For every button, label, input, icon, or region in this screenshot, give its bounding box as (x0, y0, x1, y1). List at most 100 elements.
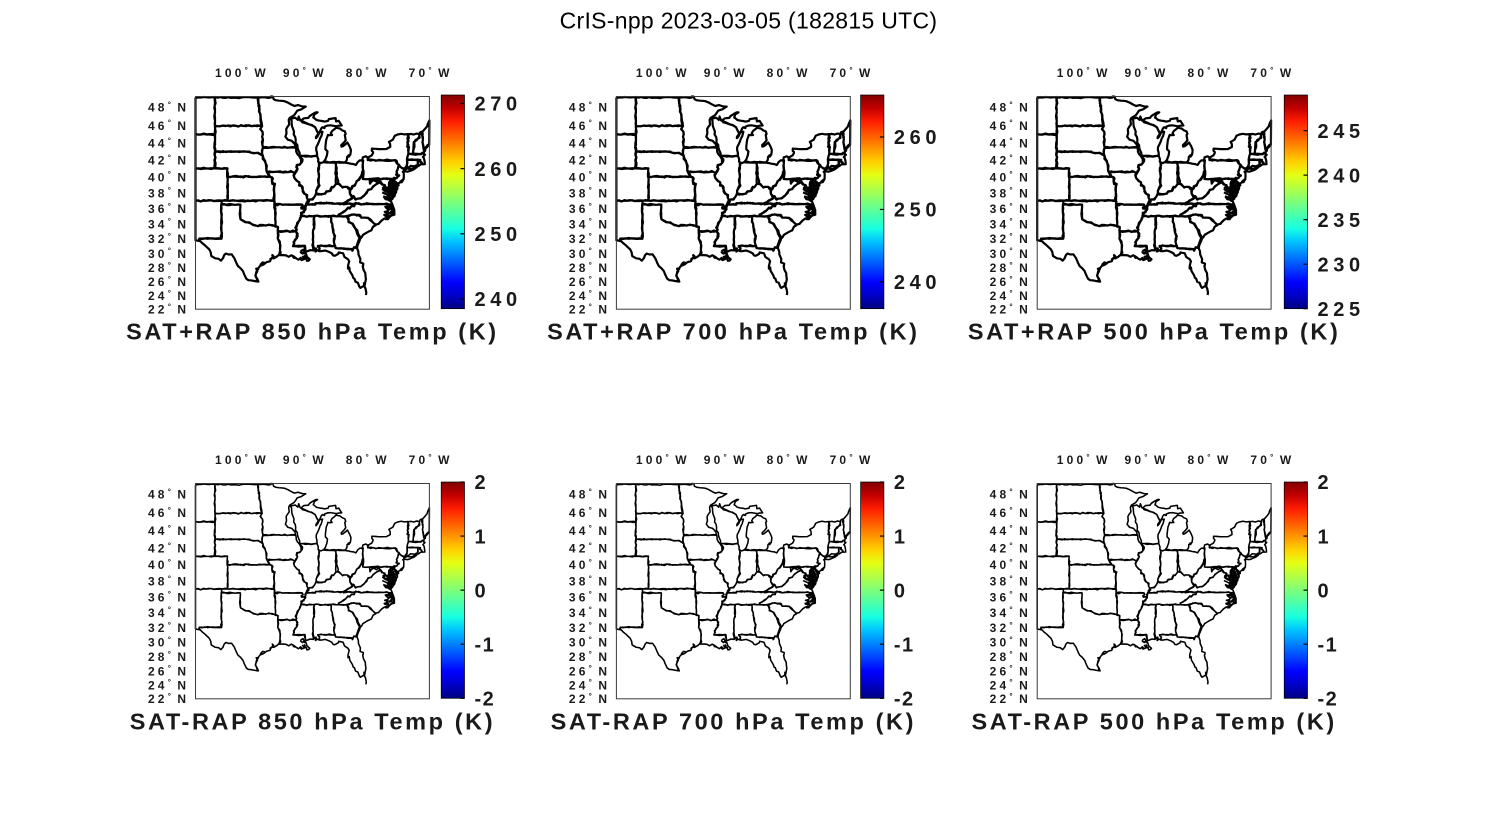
svg-text:36° N: 36° N (990, 590, 1031, 604)
svg-text:40° N: 40° N (569, 170, 610, 184)
svg-text:SAT-RAP 500 hPa Temp (K): SAT-RAP 500 hPa Temp (K) (971, 708, 1336, 734)
svg-text:46° N: 46° N (148, 506, 189, 520)
svg-text:36° N: 36° N (148, 202, 189, 216)
svg-text:40° N: 40° N (990, 558, 1031, 572)
svg-text:80° W: 80° W (767, 66, 811, 80)
svg-text:40° N: 40° N (148, 170, 189, 184)
svg-text:44° N: 44° N (148, 136, 189, 150)
svg-text:225: 225 (1318, 299, 1365, 321)
svg-text:32° N: 32° N (990, 232, 1031, 246)
svg-text:42° N: 42° N (148, 541, 189, 555)
svg-text:240: 240 (894, 272, 941, 294)
svg-text:42° N: 42° N (990, 541, 1031, 555)
svg-text:34° N: 34° N (990, 606, 1031, 620)
svg-text:34° N: 34° N (569, 217, 610, 231)
svg-text:240: 240 (1318, 165, 1365, 187)
svg-text:22° N: 22° N (148, 692, 189, 706)
svg-text:90° W: 90° W (704, 453, 748, 467)
svg-text:48° N: 48° N (569, 487, 610, 501)
svg-text:36° N: 36° N (569, 590, 610, 604)
svg-text:70° W: 70° W (830, 66, 874, 80)
svg-text:38° N: 38° N (569, 186, 610, 200)
svg-text:46° N: 46° N (569, 506, 610, 520)
svg-text:SAT+RAP 700 hPa Temp (K): SAT+RAP 700 hPa Temp (K) (547, 319, 920, 345)
svg-text:22° N: 22° N (569, 692, 610, 706)
svg-text:24° N: 24° N (148, 678, 189, 692)
svg-text:46° N: 46° N (148, 119, 189, 133)
svg-text:32° N: 32° N (148, 232, 189, 246)
svg-text:70° W: 70° W (1250, 66, 1294, 80)
svg-text:2: 2 (894, 472, 907, 494)
svg-text:235: 235 (1318, 210, 1365, 232)
svg-text:32° N: 32° N (990, 621, 1031, 635)
svg-text:-2: -2 (894, 689, 915, 711)
svg-text:245: 245 (1318, 121, 1365, 143)
svg-text:24° N: 24° N (990, 289, 1031, 303)
svg-text:CrIS-npp 2023-03-05 (182815 UT: CrIS-npp 2023-03-05 (182815 UTC) (560, 8, 938, 34)
svg-text:-1: -1 (894, 634, 915, 656)
svg-text:26° N: 26° N (990, 664, 1031, 678)
svg-text:36° N: 36° N (569, 202, 610, 216)
svg-text:-2: -2 (475, 689, 496, 711)
svg-text:90° W: 90° W (704, 66, 748, 80)
svg-text:28° N: 28° N (990, 261, 1031, 275)
svg-text:270: 270 (475, 94, 522, 116)
svg-text:24° N: 24° N (148, 289, 189, 303)
svg-text:24° N: 24° N (990, 678, 1031, 692)
svg-text:240: 240 (475, 289, 522, 311)
svg-text:26° N: 26° N (569, 664, 610, 678)
svg-text:28° N: 28° N (569, 650, 610, 664)
svg-text:48° N: 48° N (990, 487, 1031, 501)
svg-text:100° W: 100° W (1057, 453, 1111, 467)
svg-text:32° N: 32° N (569, 232, 610, 246)
svg-text:44° N: 44° N (569, 136, 610, 150)
svg-text:28° N: 28° N (990, 650, 1031, 664)
svg-text:0: 0 (894, 580, 907, 602)
svg-text:SAT+RAP 500 hPa Temp (K): SAT+RAP 500 hPa Temp (K) (968, 319, 1341, 345)
svg-text:34° N: 34° N (569, 606, 610, 620)
svg-text:-1: -1 (475, 634, 496, 656)
svg-text:32° N: 32° N (148, 621, 189, 635)
svg-text:42° N: 42° N (569, 153, 610, 167)
svg-text:42° N: 42° N (990, 153, 1031, 167)
svg-text:230: 230 (1318, 254, 1365, 276)
svg-text:100° W: 100° W (636, 453, 690, 467)
svg-text:38° N: 38° N (990, 186, 1031, 200)
svg-text:40° N: 40° N (569, 558, 610, 572)
svg-text:46° N: 46° N (990, 119, 1031, 133)
svg-text:100° W: 100° W (1057, 66, 1111, 80)
svg-text:70° W: 70° W (409, 453, 453, 467)
svg-text:100° W: 100° W (215, 453, 269, 467)
svg-text:34° N: 34° N (990, 217, 1031, 231)
svg-text:28° N: 28° N (148, 650, 189, 664)
svg-text:46° N: 46° N (569, 119, 610, 133)
svg-text:38° N: 38° N (148, 574, 189, 588)
svg-text:46° N: 46° N (990, 506, 1031, 520)
svg-text:90° W: 90° W (283, 66, 327, 80)
svg-text:80° W: 80° W (1187, 66, 1231, 80)
svg-text:34° N: 34° N (148, 217, 189, 231)
svg-text:80° W: 80° W (1187, 453, 1231, 467)
svg-text:70° W: 70° W (409, 66, 453, 80)
svg-text:42° N: 42° N (148, 153, 189, 167)
svg-text:1: 1 (894, 526, 907, 548)
svg-text:0: 0 (475, 580, 488, 602)
svg-text:40° N: 40° N (148, 558, 189, 572)
svg-text:100° W: 100° W (636, 66, 690, 80)
svg-text:38° N: 38° N (569, 574, 610, 588)
svg-text:70° W: 70° W (830, 453, 874, 467)
svg-text:28° N: 28° N (148, 261, 189, 275)
svg-text:SAT-RAP 850 hPa Temp (K): SAT-RAP 850 hPa Temp (K) (130, 708, 495, 734)
svg-text:0: 0 (1318, 580, 1331, 602)
svg-text:24° N: 24° N (569, 289, 610, 303)
svg-text:90° W: 90° W (1125, 66, 1169, 80)
svg-text:36° N: 36° N (148, 590, 189, 604)
svg-text:22° N: 22° N (148, 302, 189, 316)
svg-text:26° N: 26° N (148, 664, 189, 678)
svg-text:48° N: 48° N (569, 100, 610, 114)
svg-text:48° N: 48° N (148, 100, 189, 114)
svg-text:30° N: 30° N (569, 636, 610, 650)
svg-text:22° N: 22° N (990, 302, 1031, 316)
svg-text:250: 250 (894, 200, 941, 222)
svg-text:48° N: 48° N (148, 487, 189, 501)
